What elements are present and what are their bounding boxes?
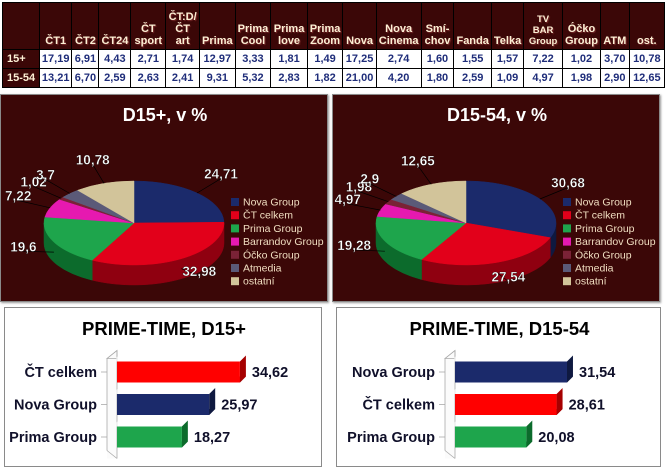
svg-text:Nova Group: Nova Group [14, 398, 97, 414]
svg-text:D15-54, v %: D15-54, v % [447, 105, 547, 125]
svg-text:31,54: 31,54 [579, 365, 615, 381]
svg-text:7,22: 7,22 [5, 189, 31, 204]
svg-text:Prima Group: Prima Group [575, 223, 635, 235]
svg-text:24,71: 24,71 [204, 167, 238, 182]
svg-text:ČT celkem: ČT celkem [24, 363, 97, 381]
svg-text:Barrandov Group: Barrandov Group [575, 236, 656, 248]
svg-text:ostatní: ostatní [575, 276, 607, 288]
svg-text:Nova Group: Nova Group [352, 365, 435, 381]
svg-text:ostatní: ostatní [243, 276, 275, 288]
svg-text:34,62: 34,62 [252, 365, 288, 381]
svg-text:28,61: 28,61 [569, 398, 605, 414]
svg-text:Óčko Group: Óčko Group [243, 248, 300, 261]
svg-text:Nova Group: Nova Group [575, 197, 632, 209]
svg-text:30,68: 30,68 [551, 176, 585, 191]
svg-text:27,54: 27,54 [492, 269, 526, 284]
svg-text:ČT celkem: ČT celkem [362, 396, 435, 414]
svg-text:ČT celkem: ČT celkem [243, 209, 293, 222]
svg-text:Atmedia: Atmedia [243, 263, 282, 275]
svg-text:3,7: 3,7 [36, 167, 55, 182]
svg-text:12,65: 12,65 [401, 154, 435, 169]
svg-text:19,6: 19,6 [10, 239, 37, 254]
svg-text:10,78: 10,78 [76, 152, 110, 167]
svg-text:Óčko Group: Óčko Group [575, 248, 632, 261]
svg-text:PRIME-TIME, D15-54: PRIME-TIME, D15-54 [410, 318, 591, 339]
svg-text:25,97: 25,97 [221, 398, 257, 414]
svg-text:D15+, v %: D15+, v % [123, 105, 208, 125]
svg-text:ČT celkem: ČT celkem [575, 209, 625, 222]
svg-text:PRIME-TIME, D15+: PRIME-TIME, D15+ [82, 318, 246, 339]
svg-text:Atmedia: Atmedia [575, 263, 614, 275]
svg-text:20,08: 20,08 [538, 430, 574, 446]
svg-text:2,9: 2,9 [360, 172, 379, 187]
svg-text:Nova Group: Nova Group [243, 197, 300, 209]
svg-text:18,27: 18,27 [194, 430, 230, 446]
svg-text:Barrandov Group: Barrandov Group [243, 236, 324, 248]
svg-text:Prima Group: Prima Group [347, 430, 435, 446]
svg-text:19,28: 19,28 [337, 238, 371, 253]
svg-text:32,98: 32,98 [182, 264, 216, 279]
svg-text:Prima Group: Prima Group [243, 223, 303, 235]
svg-text:Prima Group: Prima Group [9, 430, 97, 446]
